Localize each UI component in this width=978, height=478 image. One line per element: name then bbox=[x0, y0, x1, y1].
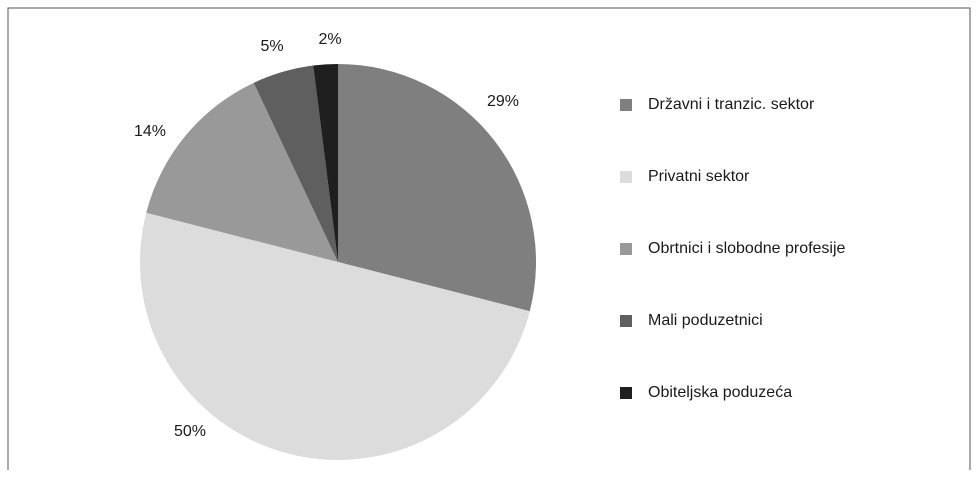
pie-slice bbox=[338, 64, 536, 312]
legend-swatch bbox=[620, 315, 632, 327]
legend-label: Privatni sektor bbox=[648, 168, 750, 185]
data-label: 2% bbox=[318, 31, 341, 48]
data-label: 5% bbox=[260, 38, 283, 55]
pie-slice bbox=[253, 65, 338, 263]
legend-swatch bbox=[620, 243, 632, 255]
data-label: 29% bbox=[487, 93, 519, 110]
data-label: 14% bbox=[134, 123, 166, 140]
legend-swatch bbox=[620, 99, 632, 111]
data-label: 50% bbox=[174, 423, 206, 440]
pie-slice bbox=[146, 82, 338, 263]
legend-swatch bbox=[620, 171, 632, 183]
legend-swatch bbox=[620, 387, 632, 399]
legend-label: Obrtnici i slobodne profesije bbox=[648, 240, 846, 257]
pie-slice bbox=[139, 212, 530, 460]
legend-label: Državni i tranzic. sektor bbox=[648, 96, 815, 113]
legend-label: Mali poduzetnici bbox=[648, 312, 763, 329]
frame bbox=[7, 7, 971, 470]
pie-slice bbox=[313, 64, 338, 262]
legend-label: Obiteljska poduzeća bbox=[648, 384, 792, 401]
